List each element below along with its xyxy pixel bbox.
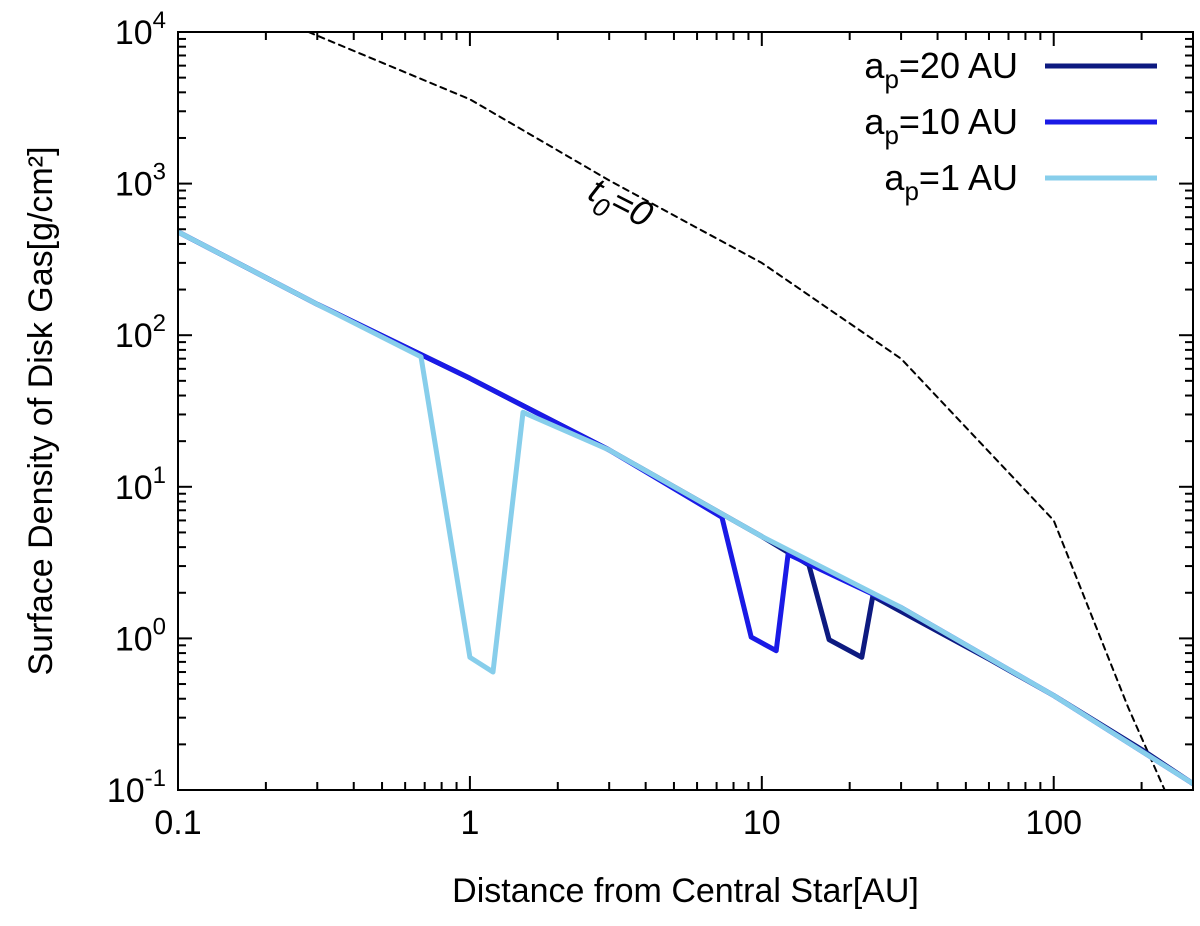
legend: ap=20 AU ap=10 AU ap=1 AU bbox=[864, 45, 1157, 206]
series-line-a-p-1-au bbox=[178, 229, 1193, 787]
x-axis-title: Distance from Central Star[AU] bbox=[452, 872, 919, 910]
ticks-layer: 0.1 1 10 100 10-1 100 101 102 103 104 bbox=[107, 7, 1194, 842]
y-tick-label: 103 bbox=[115, 159, 166, 204]
legend-label: ap=10 AU bbox=[864, 101, 1018, 150]
series-line-t0-0 bbox=[307, 32, 1166, 790]
x-tick-label: 10 bbox=[743, 804, 781, 842]
y-axis-title: Surface Density of Disk Gas[g/cm²] bbox=[22, 146, 60, 675]
legend-label: ap=20 AU bbox=[864, 45, 1018, 94]
y-tick-label: 100 bbox=[115, 613, 166, 658]
x-tick-label: 1 bbox=[460, 804, 479, 842]
legend-label: ap=1 AU bbox=[884, 157, 1018, 206]
x-tick-label: 0.1 bbox=[154, 804, 201, 842]
y-tick-label: 104 bbox=[115, 7, 166, 52]
y-tick-label: 101 bbox=[115, 462, 166, 507]
t0-annotation: t0=0 bbox=[579, 169, 660, 242]
y-tick-label: 102 bbox=[115, 310, 166, 355]
annotation-rest: =0 bbox=[604, 180, 659, 235]
y-tick-label: 10-1 bbox=[107, 765, 166, 810]
x-tick-label: 100 bbox=[1025, 804, 1082, 842]
series-layer bbox=[178, 32, 1193, 790]
plot-frame bbox=[177, 31, 1194, 791]
